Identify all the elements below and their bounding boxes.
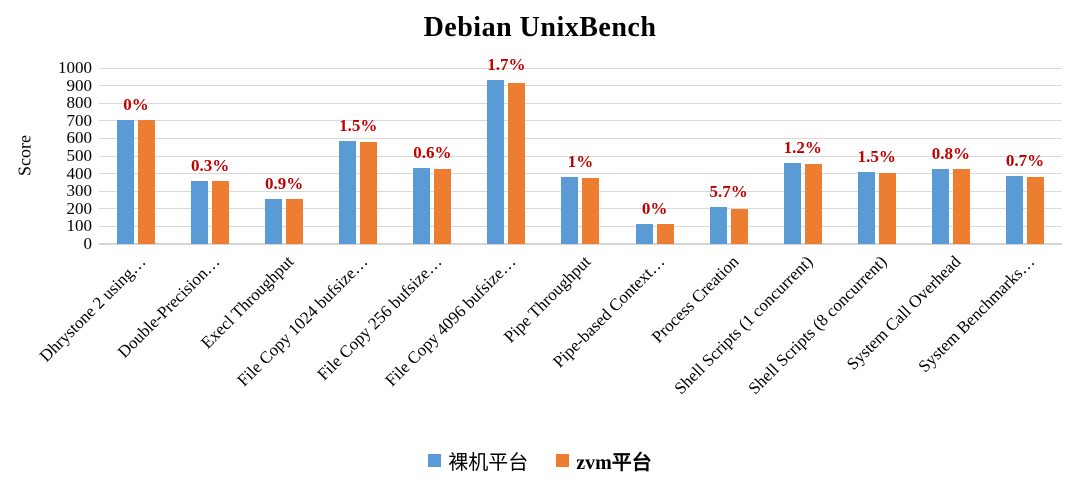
diff-percent-label: 1.5% (339, 115, 378, 135)
bar-zvm (878, 172, 896, 244)
bar-bare-metal (265, 199, 283, 244)
bar-group: 0% (618, 68, 692, 244)
diff-percent-label: 0.3% (190, 155, 230, 175)
bar-group: 1.2% (766, 68, 840, 244)
bar-zvm (1026, 176, 1044, 244)
bar-bare-metal (191, 180, 209, 244)
bar-pair (173, 68, 247, 244)
diff-percent-label: 0.6% (413, 142, 452, 162)
gridline (99, 137, 1062, 139)
legend-swatch (556, 454, 570, 467)
bar-pair (840, 68, 914, 244)
y-tick-label: 1000 (58, 58, 92, 77)
bar-group: 5.7% (692, 68, 766, 244)
bar-zvm (804, 164, 822, 244)
bar-zvm (360, 142, 378, 244)
bar-pair (99, 68, 173, 244)
bar-pair (692, 68, 766, 244)
bar-zvm (730, 208, 748, 244)
y-tick-label: 100 (66, 216, 93, 236)
gridline (99, 155, 1062, 157)
gridline (99, 120, 1062, 122)
bar-pair (914, 68, 988, 244)
y-tick-label: 700 (66, 110, 93, 130)
bar-zvm (582, 178, 600, 244)
bar-zvm (434, 168, 452, 244)
bar-pair (247, 68, 321, 244)
legend: 裸机平台 zvm平台 (0, 446, 1080, 475)
legend-label: 裸机平台 (448, 452, 529, 474)
x-axis-line (99, 243, 1062, 245)
bar-group: 0.3% (173, 68, 247, 244)
bar-zvm (138, 120, 156, 244)
bar-group: 1.7% (469, 55, 543, 244)
y-tick-label: 900 (66, 75, 93, 95)
y-tick-label: 0 (83, 234, 93, 253)
plot-area: 0% 0.3% 0.9% 1.5% 0.6% 1.7% 1% 0% 5.7% 1.2% 1.5% 0.… (99, 55, 1062, 245)
bar-group: 1.5% (840, 68, 914, 244)
gridline (99, 225, 1062, 227)
gridline (99, 190, 1062, 192)
bar-bare-metal (561, 177, 579, 244)
bar-zvm (212, 180, 230, 244)
y-tick-label: 400 (66, 163, 93, 183)
gridline (99, 208, 1062, 210)
gridline (99, 85, 1062, 87)
diff-percent-label: 5.7% (709, 181, 748, 201)
bar-pair (469, 68, 543, 244)
gridline (99, 67, 1062, 69)
diff-percent-label: 0.9% (265, 174, 304, 194)
diff-percent-label: 0% (641, 198, 668, 218)
bar-bare-metal (413, 167, 431, 244)
bar-zvm (952, 169, 970, 244)
y-tick-label: 500 (66, 146, 93, 165)
bar-zvm (286, 199, 304, 244)
diff-percent-label: 1% (567, 152, 594, 172)
diff-percent-label: 0% (123, 95, 149, 115)
bar-group: 0.8% (914, 68, 988, 244)
y-tick-label: 300 (66, 181, 93, 201)
legend-swatch (428, 454, 442, 467)
diff-percent-label: 1.2% (783, 138, 822, 158)
bar-bare-metal (339, 140, 357, 244)
bar-bare-metal (783, 163, 801, 244)
bar-zvm (508, 83, 526, 244)
bar-bare-metal (931, 168, 949, 244)
bar-zvm (656, 223, 674, 244)
diff-percent-label: 1.7% (487, 55, 526, 75)
bar-pair (618, 68, 692, 244)
legend-item-zvm: zvm平台 (556, 446, 652, 475)
legend-label: zvm平台 (576, 452, 652, 474)
bar-pair (321, 68, 395, 244)
legend-item-bare-metal: 裸机平台 (428, 446, 528, 475)
chart-title: Debian UnixBench (423, 12, 657, 43)
y-tick-label: 600 (66, 128, 93, 148)
gridline (99, 173, 1062, 175)
bar-group: 0.9% (247, 68, 321, 244)
bar-group: 0% (99, 68, 173, 244)
diff-percent-label: 0.8% (931, 143, 970, 163)
y-axis-title: Score (14, 135, 35, 177)
bar-bare-metal (635, 223, 653, 244)
bar-pair (988, 68, 1062, 244)
gridline (99, 102, 1062, 104)
bar-pair (543, 68, 617, 244)
diff-percent-label: 0.7% (1005, 151, 1045, 171)
bar-pair (766, 68, 840, 244)
bar-group: 0.7% (988, 68, 1062, 244)
bar-bare-metal (709, 206, 727, 244)
bar-group: 1% (543, 68, 617, 244)
bar-bare-metal (1005, 176, 1023, 244)
bar-bare-metal (117, 120, 135, 244)
bar-pair (395, 68, 469, 244)
bar-bare-metal (857, 171, 875, 244)
y-tick-label: 200 (66, 198, 93, 218)
diff-percent-label: 1.5% (857, 146, 896, 166)
y-tick-label: 800 (66, 93, 93, 113)
bar-bare-metal (487, 80, 505, 244)
bar-group: 1.5% (321, 68, 395, 244)
bar-group: 0.6% (395, 68, 469, 244)
